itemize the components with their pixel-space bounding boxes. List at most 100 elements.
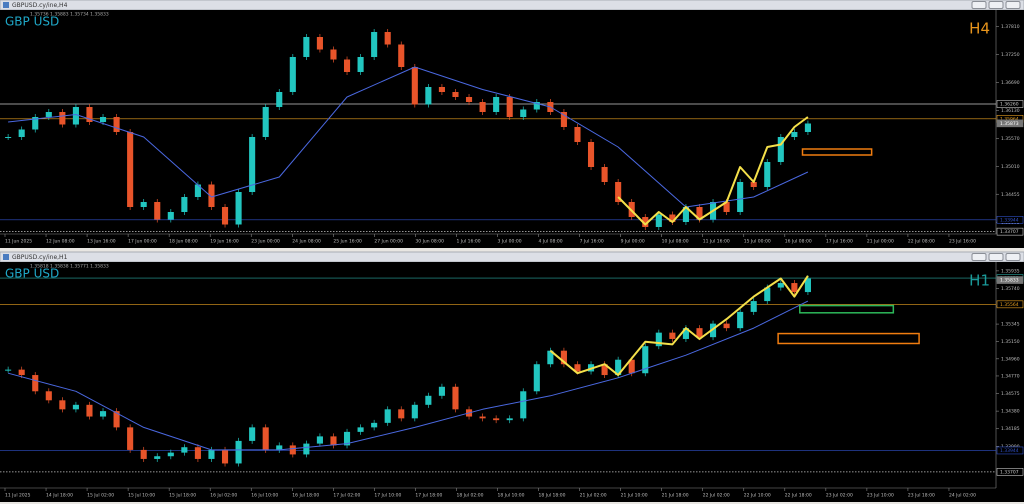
x-tick-label: 15 Jul 00:00 — [744, 239, 771, 245]
window-button-close[interactable] — [1005, 253, 1021, 261]
x-tick-label: 14 Jul 18:00 — [46, 493, 73, 499]
price-tag — [996, 468, 1024, 476]
candle — [45, 391, 52, 401]
candle — [723, 202, 730, 212]
candle — [32, 117, 39, 130]
x-tick-label: 21 Jul 18:00 — [662, 493, 689, 499]
window-button-min[interactable] — [971, 1, 987, 9]
x-tick-label: 21 Jul 02:00 — [580, 493, 607, 499]
x-tick-label: 15 Jul 10:00 — [128, 493, 155, 499]
candle — [655, 332, 662, 347]
x-tick-label: 21 Jul 10:00 — [621, 493, 648, 499]
chart-area — [0, 10, 1024, 248]
candle — [452, 386, 459, 410]
window-button-max[interactable] — [988, 1, 1004, 9]
y-tick-label: 1.34455 — [1001, 192, 1020, 198]
moving-average — [7, 300, 809, 451]
y-tick-label: 1.35150 — [1001, 339, 1020, 345]
candle — [398, 409, 405, 419]
x-tick-label: 23 Jun 00:00 — [251, 239, 280, 245]
y-tick-label: 1.35935 — [1001, 268, 1020, 274]
x-tick-label: 19 Jun 16:00 — [210, 239, 239, 245]
x-tick-label: 16 Jul 08:00 — [785, 239, 812, 245]
candle — [140, 202, 147, 207]
candle — [506, 97, 513, 117]
ohlc-header: 1.35818 1.35838 1.35771 1.35833 — [30, 264, 109, 270]
x-tick-label: 18 Jun 08:00 — [169, 239, 198, 245]
candle — [276, 445, 283, 450]
candle — [167, 212, 174, 220]
candle — [601, 167, 608, 182]
x-tick-label: 17 Jul 02:00 — [333, 493, 360, 499]
zone-box — [799, 304, 895, 314]
y-tick-label: 1.37250 — [1001, 52, 1020, 58]
window-button-close[interactable] — [1005, 1, 1021, 9]
chart-window: GBPUSD.cy/ine,H1 1.35818 1.35838 1.35771 … — [0, 251, 1024, 502]
candle — [167, 452, 174, 457]
y-tick-label: 1.34960 — [1001, 356, 1020, 362]
x-tick-label: 16 Jul 18:00 — [292, 493, 319, 499]
price-tag — [996, 300, 1024, 309]
candle — [398, 44, 405, 67]
candle — [221, 207, 229, 225]
x-tick-label: 7 Jul 16:00 — [580, 239, 604, 245]
title-bar — [0, 0, 1024, 11]
candle — [154, 456, 161, 459]
timeframe-label: H4 — [969, 20, 990, 38]
candle — [737, 311, 744, 329]
candle — [642, 217, 649, 227]
x-tick-label: 21 Jul 00:00 — [867, 239, 894, 245]
window-button-min[interactable] — [971, 253, 987, 261]
candle — [181, 197, 188, 212]
candle — [750, 301, 757, 312]
candle — [777, 137, 784, 162]
x-tick-label: 10 Jul 08:00 — [662, 239, 689, 245]
candle — [696, 207, 703, 220]
candle — [804, 123, 811, 132]
x-tick-label: 23 Jul 16:00 — [949, 239, 976, 245]
candle — [709, 323, 717, 338]
candle — [371, 422, 378, 428]
y-tick-label: 1.34380 — [1001, 409, 1020, 415]
candle — [5, 369, 12, 371]
x-tick-label: 23 Jul 10:00 — [867, 493, 894, 499]
x-tick-label: 17 Jul 16:00 — [826, 239, 853, 245]
candle — [72, 107, 79, 125]
candle — [262, 107, 269, 137]
candle — [425, 87, 432, 105]
candle — [357, 427, 364, 432]
x-tick-label: 24 Jul 02:00 — [949, 493, 976, 499]
candle — [696, 328, 703, 338]
price-tag-label: 1.36260 — [1000, 102, 1019, 108]
candle — [59, 400, 66, 410]
zigzag-line — [617, 116, 809, 226]
x-tick-label: 30 Jun 08:00 — [415, 239, 444, 245]
candle — [601, 364, 608, 376]
candle — [438, 87, 445, 92]
candle — [465, 97, 473, 102]
zone-box — [801, 148, 873, 156]
price-tag-label: 1.35873 — [1000, 121, 1019, 127]
window-button-max[interactable] — [988, 253, 1004, 261]
candle — [181, 447, 188, 453]
candle — [140, 449, 147, 459]
x-tick-label: 22 Jul 08:00 — [908, 239, 935, 245]
candle — [113, 117, 120, 132]
candle — [560, 112, 567, 127]
x-tick-label: 11 Jul 2025 — [5, 493, 31, 499]
candle — [533, 364, 540, 392]
candle — [330, 49, 337, 60]
symbol-label: GBP USD — [5, 15, 59, 29]
candle — [59, 112, 66, 125]
y-tick-label: 1.35345 — [1001, 322, 1020, 328]
candle — [343, 59, 351, 72]
candle — [276, 92, 283, 107]
x-tick-label: 15 Jul 18:00 — [169, 493, 196, 499]
candle — [86, 107, 93, 122]
candle — [18, 129, 25, 137]
candle — [86, 404, 93, 417]
candle — [574, 127, 581, 142]
candle — [194, 184, 201, 197]
y-tick-label: 1.35010 — [1001, 164, 1020, 170]
x-tick-label: 22 Jul 02:00 — [703, 493, 730, 499]
